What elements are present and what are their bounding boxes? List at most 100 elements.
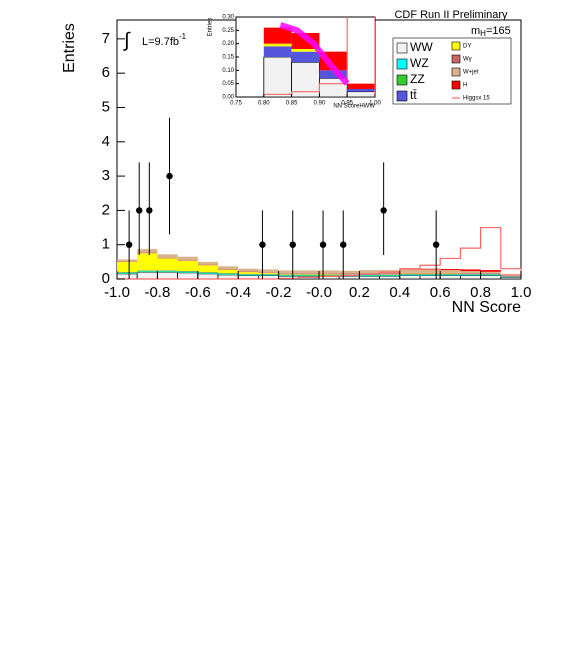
x-tick-label: -1.0 [104, 284, 130, 301]
x-tick-label: -0.8 [144, 284, 170, 301]
stack-bar [339, 270, 360, 274]
stack-bar [117, 272, 138, 274]
x-tick-label: -0.6 [185, 284, 211, 301]
stack-bar [197, 273, 218, 274]
stack-bar [459, 275, 481, 280]
stack-bar [399, 272, 420, 274]
stack-bar [359, 275, 380, 277]
stack-bar [238, 268, 259, 272]
y-tick-label: 5 [102, 98, 110, 115]
data-point [125, 241, 133, 248]
stack-bar [263, 46, 292, 57]
x-tick-label: 1.00 [369, 101, 381, 107]
stack-bar [420, 268, 441, 270]
y-tick-label: 1 [102, 236, 110, 253]
stack-bar [263, 43, 292, 47]
data-point [340, 241, 347, 248]
stack-bar [116, 273, 138, 280]
x-tick-label: 0.75 [230, 101, 242, 107]
stack-bar [137, 253, 158, 271]
x-tick-label: -0.0 [306, 284, 332, 301]
stack-bar [258, 272, 279, 273]
stack-bar [157, 254, 178, 258]
stack-bar [298, 274, 319, 276]
legend-swatch [396, 42, 408, 54]
data-point [319, 241, 327, 248]
stack-bar [137, 270, 158, 272]
stack-bar [278, 275, 299, 277]
inset-y-label: Entries [208, 18, 214, 37]
stack-bar [379, 275, 401, 280]
x-tick-label: 0.95 [341, 101, 353, 107]
mass-label: mH=165 [471, 25, 511, 38]
y-tick-label: 0.30 [222, 15, 234, 21]
legend-label: H [463, 83, 467, 89]
stack-bar [177, 272, 199, 280]
stack-bar [379, 275, 400, 277]
x-tick-label: 0.2 [349, 284, 370, 301]
legend-label: WZ [410, 56, 429, 70]
stack-bar [440, 270, 461, 273]
y-tick-label: 0 [102, 270, 110, 287]
stack-bar [460, 271, 481, 274]
stack-bar [379, 273, 400, 275]
inset-x-label: NN ScoreHWW [333, 104, 375, 110]
stack-bar [500, 276, 522, 280]
stack-bar [500, 274, 521, 276]
stack-bar [278, 273, 299, 275]
stack-bar [218, 269, 239, 274]
stack-bar [319, 274, 340, 276]
x-tick-label: 0.85 [286, 101, 298, 107]
stack-bar [480, 274, 501, 275]
stack-bar [480, 271, 501, 274]
lumi-label: L=9.7fb-1 [142, 32, 187, 48]
stack-bar [347, 89, 375, 92]
stack-bar [137, 249, 158, 253]
stack-bar [460, 269, 481, 272]
stack-bar [117, 261, 138, 262]
stack-bar [238, 274, 259, 276]
data-point [146, 207, 153, 214]
stack-bar [460, 274, 481, 276]
stack-bar [420, 274, 441, 275]
stack-bar [177, 256, 198, 261]
stack-bar [319, 273, 340, 274]
data-point [136, 207, 143, 214]
stack-bar [137, 271, 158, 273]
inset-plot [263, 17, 375, 97]
x-tick-label: 0.90 [314, 101, 326, 107]
stack-bar [258, 274, 279, 276]
signal-line [263, 17, 375, 97]
stack-bar [278, 273, 299, 274]
stack-bar [197, 264, 218, 266]
stack-bar [177, 272, 198, 273]
y-tick-label: 7 [102, 30, 110, 47]
stack-bar [258, 274, 279, 275]
stack-bar [157, 270, 178, 272]
stack-bar [439, 275, 461, 280]
uncertainty-band [279, 22, 350, 86]
stack-bar [399, 274, 420, 276]
stack-bar [399, 269, 420, 273]
integral-sign: ∫ [123, 29, 131, 51]
stack-bar [347, 83, 375, 89]
stack-bar [258, 269, 279, 273]
y-tick-label: 0.05 [222, 81, 234, 87]
x-tick-label: 0.4 [389, 284, 410, 301]
legend-label: DY [463, 44, 471, 50]
y-tick-label: 4 [102, 133, 110, 150]
data-point [432, 241, 440, 248]
stack-bar [319, 270, 340, 274]
stack-bar [298, 273, 319, 274]
stack-bar [460, 273, 481, 274]
stack-bar [238, 272, 259, 274]
stack-bar [338, 275, 360, 280]
stack-bar [278, 274, 299, 276]
y-tick-label: 0.25 [222, 28, 234, 34]
stack-bar [420, 269, 441, 273]
y-tick-label: 0.10 [222, 68, 234, 74]
y-tick-label: 3 [102, 167, 110, 184]
stack-bar [480, 274, 501, 276]
legend-swatch [451, 80, 461, 90]
